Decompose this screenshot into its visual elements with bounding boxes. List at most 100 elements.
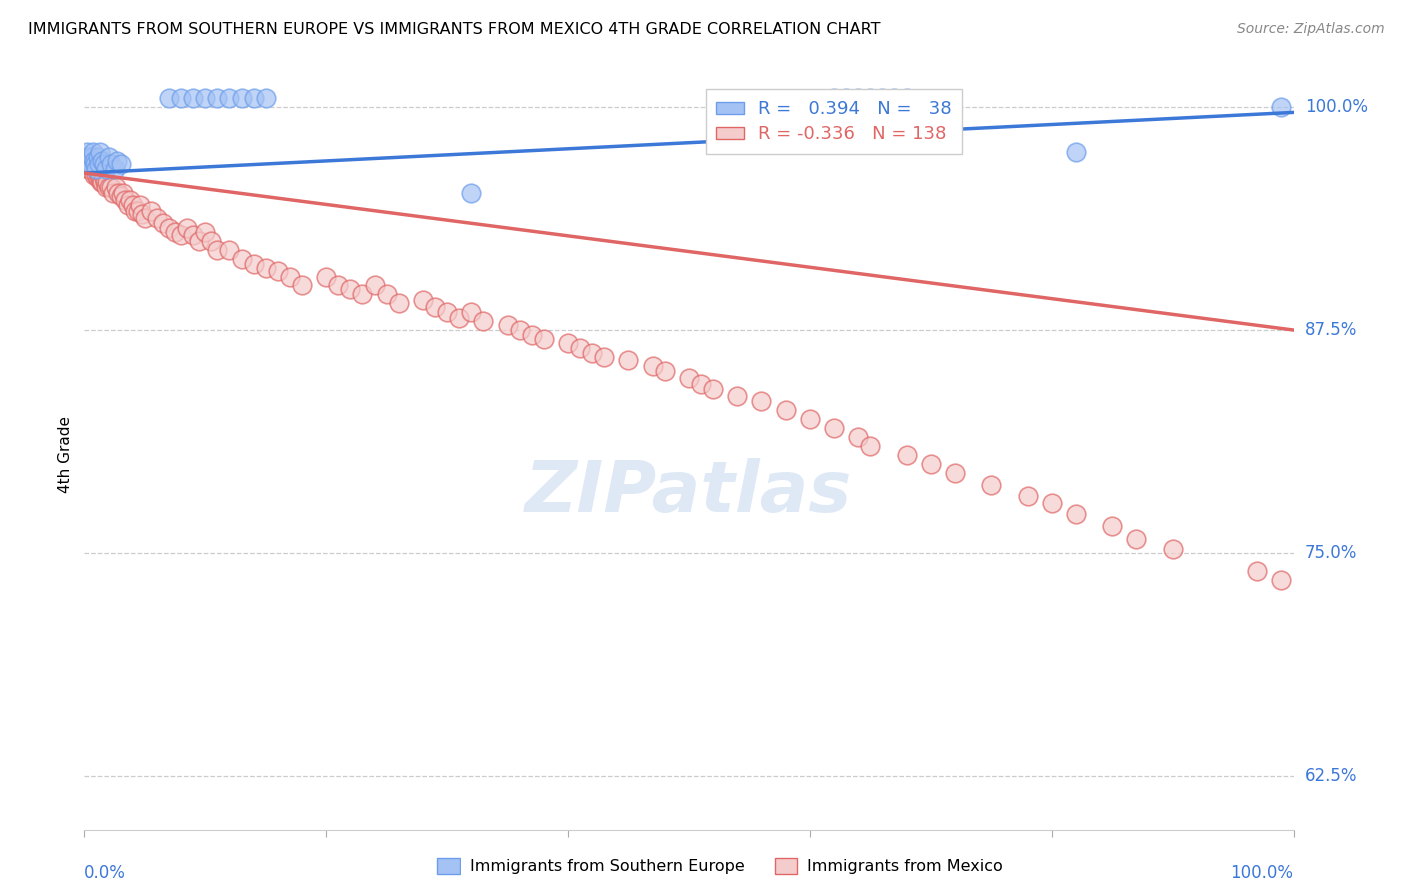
Point bbox=[181, 228, 204, 243]
Text: Source: ZipAtlas.com: Source: ZipAtlas.com bbox=[1237, 22, 1385, 37]
Point bbox=[124, 203, 146, 218]
Point bbox=[83, 153, 105, 168]
Point bbox=[423, 300, 446, 314]
Point bbox=[86, 150, 108, 164]
Point bbox=[725, 389, 748, 403]
Point bbox=[170, 91, 193, 105]
Point bbox=[157, 221, 180, 235]
Point bbox=[188, 234, 211, 248]
Point bbox=[702, 382, 724, 396]
Point bbox=[254, 91, 277, 105]
Point bbox=[83, 168, 105, 182]
Point bbox=[80, 150, 103, 164]
Point bbox=[654, 364, 676, 378]
Point bbox=[352, 287, 374, 301]
Point bbox=[449, 310, 471, 325]
Point bbox=[328, 278, 350, 293]
Point bbox=[86, 168, 108, 182]
Point bbox=[96, 175, 118, 189]
Point bbox=[100, 180, 122, 194]
Point bbox=[105, 153, 128, 168]
Point bbox=[569, 341, 592, 355]
Point bbox=[1064, 145, 1087, 159]
Point bbox=[218, 243, 240, 257]
Text: 62.5%: 62.5% bbox=[1305, 767, 1357, 785]
Point bbox=[129, 198, 152, 212]
Text: 87.5%: 87.5% bbox=[1305, 321, 1357, 339]
Point bbox=[152, 216, 174, 230]
Point bbox=[84, 162, 107, 177]
Point bbox=[87, 168, 110, 182]
Point bbox=[131, 207, 153, 221]
Text: Immigrants from Southern Europe: Immigrants from Southern Europe bbox=[470, 859, 744, 873]
Point bbox=[181, 91, 204, 105]
Point bbox=[146, 211, 169, 225]
Point bbox=[678, 371, 700, 385]
Point bbox=[207, 243, 229, 257]
Point bbox=[1017, 489, 1039, 503]
Point bbox=[86, 171, 108, 186]
Point bbox=[617, 353, 640, 368]
Point bbox=[835, 91, 858, 105]
Point bbox=[339, 282, 361, 296]
Point bbox=[93, 157, 115, 171]
Point bbox=[86, 162, 108, 177]
Point bbox=[1246, 564, 1268, 578]
Point bbox=[315, 269, 337, 284]
Point bbox=[254, 260, 277, 275]
Point bbox=[165, 225, 187, 239]
Point bbox=[79, 157, 101, 171]
Point bbox=[883, 91, 905, 105]
Point bbox=[80, 157, 103, 171]
Point bbox=[859, 91, 882, 105]
Point bbox=[1270, 573, 1292, 587]
Point bbox=[799, 412, 821, 426]
Point bbox=[100, 157, 122, 171]
Point bbox=[91, 153, 114, 168]
Point bbox=[751, 394, 773, 409]
Text: 100.0%: 100.0% bbox=[1230, 864, 1294, 882]
Point bbox=[87, 157, 110, 171]
Point bbox=[641, 359, 664, 373]
Point bbox=[846, 430, 869, 444]
Point bbox=[194, 91, 217, 105]
Point bbox=[89, 171, 111, 186]
Point bbox=[581, 346, 603, 360]
Point bbox=[93, 171, 115, 186]
Point bbox=[375, 287, 398, 301]
Point bbox=[859, 439, 882, 453]
Point bbox=[82, 162, 104, 177]
Text: ZIPatlas: ZIPatlas bbox=[526, 458, 852, 527]
Point bbox=[89, 145, 111, 159]
Y-axis label: 4th Grade: 4th Grade bbox=[58, 417, 73, 493]
Point bbox=[76, 157, 98, 171]
Point bbox=[520, 328, 543, 343]
Point bbox=[557, 335, 579, 350]
Point bbox=[104, 180, 127, 194]
Point bbox=[943, 466, 966, 480]
Point bbox=[120, 193, 142, 207]
Point bbox=[114, 193, 136, 207]
Point bbox=[77, 150, 100, 164]
Point bbox=[94, 180, 117, 194]
Point bbox=[823, 421, 845, 435]
Point bbox=[278, 269, 301, 284]
Point bbox=[97, 150, 120, 164]
Point bbox=[472, 314, 495, 328]
Point bbox=[127, 203, 149, 218]
Point bbox=[1040, 496, 1063, 510]
Point bbox=[231, 91, 253, 105]
Point bbox=[496, 318, 519, 332]
Point bbox=[117, 198, 139, 212]
Text: 100.0%: 100.0% bbox=[1305, 98, 1368, 116]
Point bbox=[920, 457, 942, 471]
Point bbox=[1125, 532, 1147, 546]
Point bbox=[157, 91, 180, 105]
Point bbox=[896, 448, 918, 462]
Point bbox=[267, 264, 290, 278]
Point bbox=[533, 332, 555, 346]
Point bbox=[846, 91, 869, 105]
Point bbox=[980, 478, 1002, 492]
Point bbox=[121, 198, 143, 212]
Point bbox=[412, 293, 434, 307]
